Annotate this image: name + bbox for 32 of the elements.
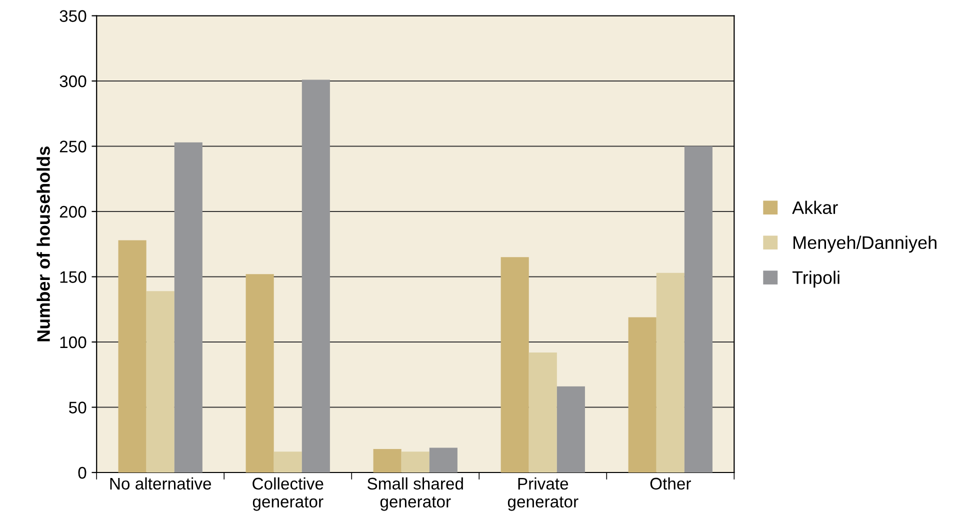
- y-tick-label: 50: [69, 402, 86, 414]
- y-tick-label: 100: [60, 336, 86, 348]
- bar: [246, 274, 274, 472]
- bar: [684, 146, 712, 472]
- y-tick-label: 200: [60, 206, 86, 218]
- bar: [118, 240, 146, 472]
- bar: [656, 272, 684, 472]
- y-tick-label: 0: [78, 466, 86, 479]
- x-tick-label: No alternative: [110, 477, 212, 490]
- x-tick-label: Private generator: [508, 477, 578, 511]
- legend-label: Menyeh/Danniyeh: [794, 236, 936, 253]
- y-tick-label: 250: [60, 140, 86, 152]
- bar: [401, 452, 430, 472]
- bar: [302, 80, 330, 472]
- x-tick-label: Small shared generator: [368, 477, 463, 511]
- y-tick-label: 150: [60, 271, 86, 283]
- bar: [146, 291, 174, 472]
- bar: [429, 448, 458, 472]
- x-tick-label: Collective generator: [252, 477, 324, 511]
- legend-label: Akkar: [792, 200, 838, 214]
- x-tick-label: Other: [650, 477, 691, 490]
- y-axis-title: Number of households: [36, 146, 50, 342]
- bar: [628, 317, 656, 472]
- bar: [500, 257, 529, 472]
- legend-label: Tripoli: [792, 270, 840, 288]
- bar: [174, 142, 202, 472]
- bar: [556, 386, 585, 472]
- y-tick-label: 350: [60, 10, 86, 22]
- bar: [528, 352, 557, 472]
- y-tick-label: 300: [60, 75, 86, 88]
- bar: [373, 449, 402, 472]
- bar: [274, 452, 302, 472]
